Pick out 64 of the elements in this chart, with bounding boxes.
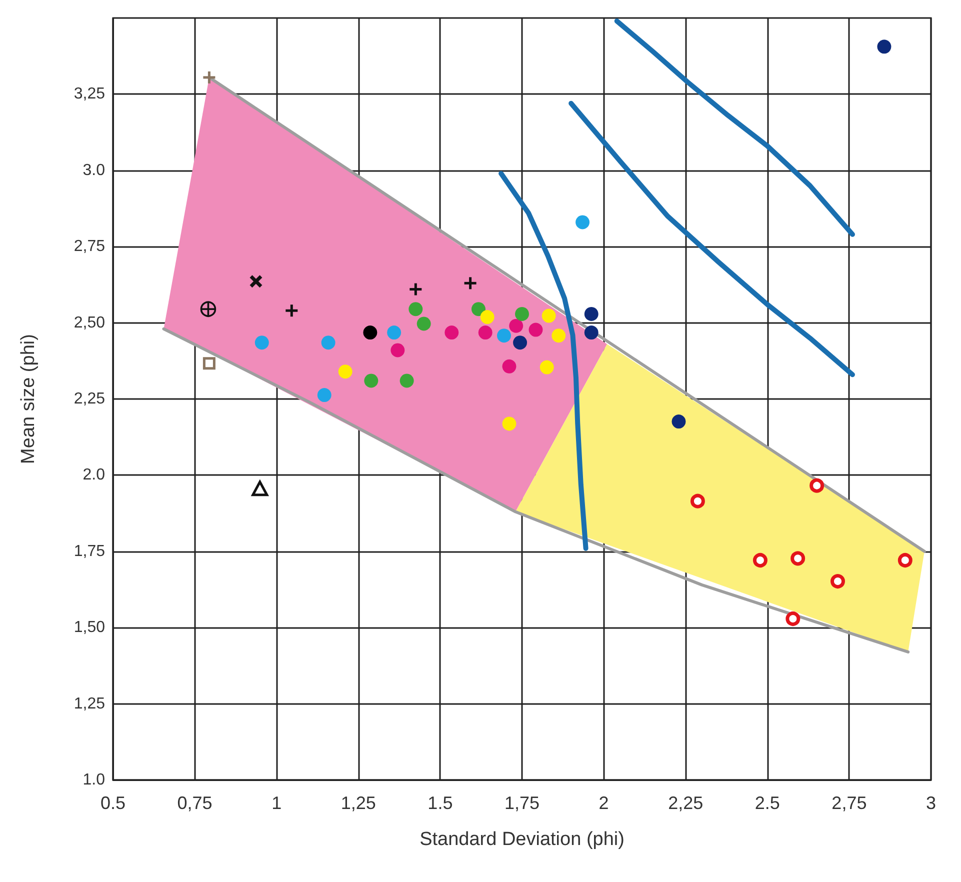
x-axis-title: Standard Deviation (phi) xyxy=(420,829,624,850)
y-tick-label: 2,50 xyxy=(74,314,106,332)
point xyxy=(400,374,414,388)
point xyxy=(252,480,268,496)
x-tick-label: 2,75 xyxy=(832,793,867,813)
point xyxy=(408,302,423,316)
point xyxy=(672,414,686,429)
point xyxy=(338,364,352,379)
point xyxy=(363,326,378,340)
point xyxy=(898,552,912,568)
point xyxy=(497,328,512,343)
point xyxy=(502,359,516,374)
point xyxy=(317,388,332,402)
point xyxy=(790,551,806,566)
point xyxy=(528,322,543,337)
point xyxy=(480,310,494,324)
point xyxy=(200,301,216,317)
y-tick-label: 3.0 xyxy=(82,162,106,179)
point xyxy=(254,336,269,350)
x-tick-label: 2 xyxy=(598,793,609,813)
x-tick-label: 0.5 xyxy=(100,793,126,813)
x-tick-label: 2.5 xyxy=(754,793,780,813)
y-tick-label: 2,25 xyxy=(74,390,106,408)
y-tick-label: 1,75 xyxy=(74,542,106,560)
point xyxy=(576,215,590,230)
point xyxy=(877,40,892,54)
y-axis-title: Mean size (phi) xyxy=(18,334,39,464)
point xyxy=(387,326,402,340)
point xyxy=(552,328,566,343)
point xyxy=(515,306,529,321)
point xyxy=(786,612,800,626)
x-tick-label: 1,25 xyxy=(340,793,376,813)
point xyxy=(321,336,336,350)
point xyxy=(502,416,516,431)
point xyxy=(202,357,216,370)
point xyxy=(444,326,459,340)
point xyxy=(513,336,528,350)
y-tick-label: 3,25 xyxy=(74,86,106,103)
x-tick-label: 1,75 xyxy=(504,793,540,813)
x-tick-label: 3 xyxy=(926,793,936,813)
y-tick-label: 1,25 xyxy=(74,695,106,712)
y-tick-label: 1.0 xyxy=(82,772,106,788)
point xyxy=(416,316,431,331)
x-tick-label: 0,75 xyxy=(177,793,212,813)
point xyxy=(542,308,556,323)
point xyxy=(810,478,824,493)
point xyxy=(752,552,768,568)
x-tick-label: 1 xyxy=(272,793,282,813)
line-series xyxy=(162,327,910,654)
point xyxy=(390,343,405,358)
x-tick-label: 1.5 xyxy=(428,793,453,813)
point xyxy=(584,306,598,321)
y-tick-label: 1,50 xyxy=(74,619,106,636)
point xyxy=(478,326,492,340)
point xyxy=(540,360,554,374)
point xyxy=(471,302,486,316)
point xyxy=(690,494,705,508)
y-tick-label: 2.0 xyxy=(82,466,106,484)
point xyxy=(509,318,524,333)
point xyxy=(584,326,598,340)
point xyxy=(364,374,378,388)
point xyxy=(830,574,845,589)
y-tick-label: 2,75 xyxy=(74,238,106,256)
x-tick-label: 2,25 xyxy=(668,793,704,813)
